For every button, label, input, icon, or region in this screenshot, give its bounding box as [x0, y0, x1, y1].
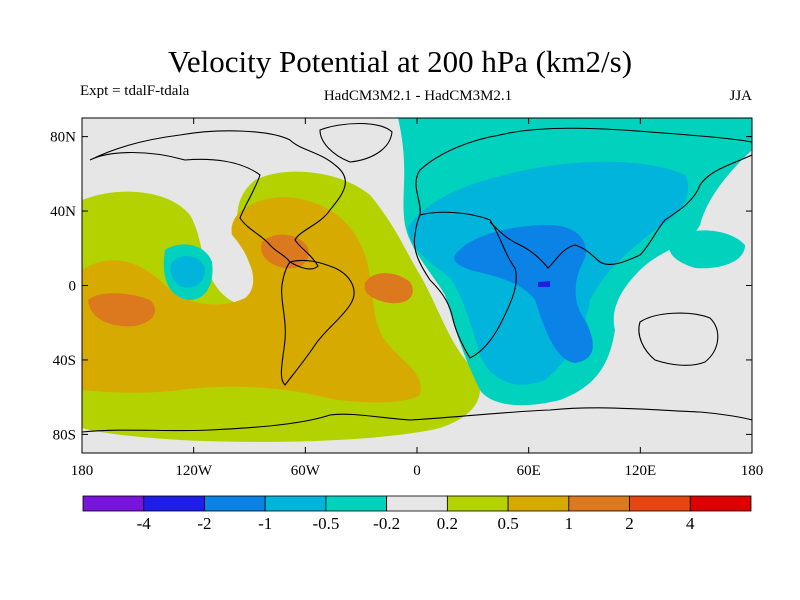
colorbar-swatch — [82, 495, 145, 512]
experiment-label: Expt = tdalF-tdala — [80, 83, 190, 99]
colorbar-label: 2 — [625, 514, 634, 533]
coastline-south-america — [280, 259, 355, 386]
colorbar-label: -1 — [258, 514, 272, 533]
negative-region-0.5-central-pacific — [170, 256, 206, 288]
lon-tick-label: 60E — [517, 463, 541, 479]
lon-tick-label: 180 — [71, 463, 94, 479]
lat-tick-label: 80N — [50, 130, 76, 146]
lat-tick-label: 40S — [53, 353, 76, 369]
negative-region-2 — [538, 281, 550, 287]
coastlines — [82, 123, 752, 433]
lon-tick-label: 60W — [291, 463, 321, 479]
coastline-eurasia — [415, 127, 752, 269]
colorbar-swatch — [629, 495, 691, 512]
colorbar-label: 0.2 — [437, 514, 458, 533]
colorbar-label: -2 — [197, 514, 211, 533]
colorbar-swatch — [264, 495, 327, 512]
colorbar-label: -0.2 — [373, 514, 400, 533]
lon-tick-label: 0 — [413, 463, 421, 479]
positive-region-0.5 — [82, 197, 421, 403]
lat-tick-label: 40N — [50, 204, 76, 220]
contour-field — [82, 118, 752, 453]
lon-tick-label: 120E — [624, 463, 656, 479]
coastline-antarctica — [82, 407, 752, 433]
model-label: HadCM3M2.1 - HadCM3M2.1 — [323, 88, 513, 104]
colorbar: -4 -2 -1 -0.5 -0.2 0.2 0.5 1 2 4 — [82, 495, 752, 533]
colorbar-label: -0.5 — [312, 514, 339, 533]
lon-tick-label: 180 — [741, 463, 764, 479]
negative-region-1 — [454, 225, 593, 363]
colorbar-swatch — [689, 495, 752, 512]
negative-region-0.2-east — [668, 230, 745, 269]
coastline-africa — [413, 211, 517, 359]
colorbar-swatch — [568, 495, 630, 512]
colorbar-swatch — [386, 495, 448, 512]
positive-region-1-gulf-of-guinea — [364, 273, 413, 304]
lat-tick-label: 0 — [69, 279, 77, 295]
colorbar-label: 4 — [686, 514, 695, 533]
colorbar-swatch — [446, 495, 509, 512]
map-axes: 80N 40N 0 40S 80S 180 120W 60W 0 60E 120E 180 — [50, 118, 763, 479]
colorbar-swatch — [204, 495, 266, 512]
colorbar-swatch — [143, 495, 205, 512]
season-label: JJA — [729, 88, 752, 104]
lat-tick-label: 80S — [53, 427, 76, 443]
colorbar-swatch — [507, 495, 570, 512]
colorbar-label: -4 — [137, 514, 152, 533]
coastline-greenland — [319, 123, 393, 163]
coastline-north-america — [89, 130, 346, 270]
colorbar-label: 1 — [565, 514, 574, 533]
colorbar-label: 0.5 — [497, 514, 518, 533]
lon-tick-label: 120W — [175, 463, 213, 479]
colorbar-swatch — [325, 495, 388, 512]
map-panel: 80N 40N 0 40S 80S 180 120W 60W 0 60E 120E 180 — [50, 117, 763, 479]
coastline-australia — [638, 312, 719, 366]
plot-title: Velocity Potential at 200 hPa (km2/s) — [167, 44, 633, 79]
positive-region-1-tropical-pacific — [88, 293, 155, 327]
